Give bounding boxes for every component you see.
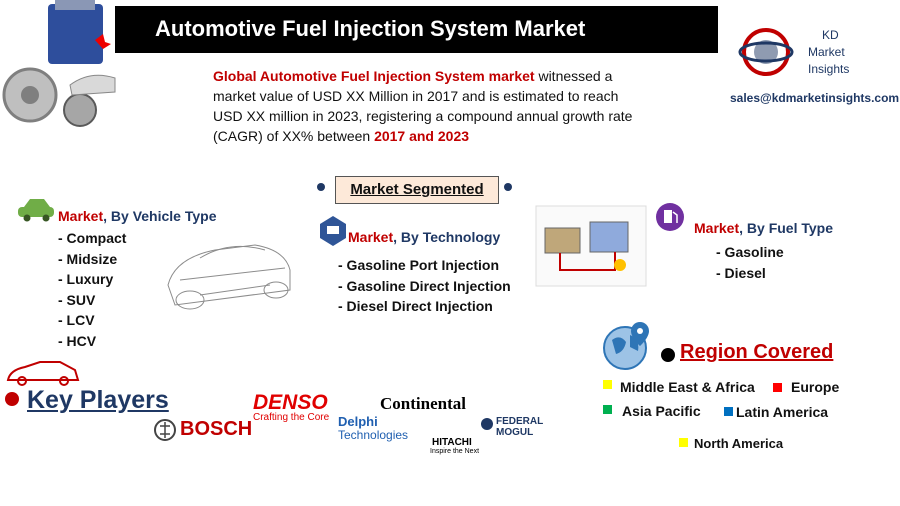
players-car-icon: [6, 361, 80, 386]
segment-item: - Luxury: [58, 271, 114, 287]
segment-item: - Diesel: [716, 264, 766, 281]
logo-delphi: Delphi: [338, 414, 378, 429]
segment-item: - Compact: [58, 230, 127, 246]
region-name: Asia Pacific: [622, 403, 701, 419]
parts-image: [2, 0, 116, 127]
brand-kd: KD: [822, 28, 839, 42]
segmented-title: Market Segmented: [335, 176, 499, 204]
segment-heading: Market, By Fuel Type: [694, 220, 833, 236]
title-bar: [115, 6, 718, 53]
segment-title: , By Vehicle Type: [103, 208, 217, 224]
segment-item: - HCV: [58, 332, 97, 349]
intro: Global Automotive Fuel Injection System …: [213, 66, 643, 146]
globe-icon: [603, 322, 649, 370]
segment-title: , By Technology: [393, 229, 501, 245]
fuel-system-image: [535, 205, 647, 287]
region-name: Middle East & Africa: [620, 379, 755, 395]
segment-item: - SUV: [58, 291, 96, 308]
logo-denso-tag: Crafting the Core: [253, 412, 330, 423]
intro-highlight: Global Automotive Fuel Injection System …: [213, 68, 535, 84]
fuel-icon: [656, 203, 684, 231]
car-icon: [18, 199, 54, 222]
car-image: [167, 244, 291, 310]
segment-item: - Diesel Direct Injection: [338, 298, 493, 314]
region-swatch: [679, 438, 688, 447]
segment-heading: Market, By Technology: [348, 229, 500, 245]
region-name: North America: [694, 436, 784, 451]
region-title: Region Covered: [680, 341, 834, 363]
logo-denso: DENSO: [253, 391, 328, 414]
region-name: Europe: [791, 379, 840, 395]
brand-logo: [738, 28, 794, 76]
tech-icon: [320, 216, 346, 246]
title: Automotive Fuel Injection System Market: [155, 16, 586, 41]
region-swatch: [603, 380, 612, 389]
segment-lead: Market: [348, 229, 394, 245]
intro-highlight: 2017 and 2023: [374, 128, 470, 144]
logo-bosch: BOSCH: [180, 418, 253, 440]
segment-item: - Gasoline: [716, 244, 784, 260]
brand-insights: Insights: [808, 62, 850, 76]
brand-market: Market: [808, 45, 845, 59]
players-title: Key Players: [27, 386, 169, 414]
email: sales@kdmarketinsights.com: [730, 91, 900, 105]
segment-item: - Gasoline Direct Injection: [338, 277, 511, 294]
segment-lead: Market: [694, 220, 740, 236]
logo-hitachi: HITACHI: [432, 437, 472, 448]
region-swatch: [603, 405, 612, 414]
segment-item: - LCV: [58, 312, 95, 328]
logo-hitachi-tag: Inspire the Next: [430, 448, 480, 455]
intro-text: witnessed a market value of USD XX Milli…: [213, 68, 633, 144]
logo-mogul: MOGUL: [496, 427, 534, 438]
segment-lead: Market: [58, 208, 104, 224]
region-swatch: [724, 407, 733, 416]
region-name: Latin America: [736, 404, 829, 420]
region-swatch: [773, 383, 782, 392]
logo-delphi-sub: Technologies: [338, 428, 409, 442]
logo-continental: Continental: [380, 394, 466, 413]
segment-title: , By Fuel Type: [739, 220, 834, 236]
segment-item: - Gasoline Port Injection: [338, 257, 500, 273]
segment-heading: Market, By Vehicle Type: [58, 208, 217, 224]
logo-federal: FEDERAL: [496, 416, 544, 427]
segment-item: - Midsize: [58, 250, 118, 267]
